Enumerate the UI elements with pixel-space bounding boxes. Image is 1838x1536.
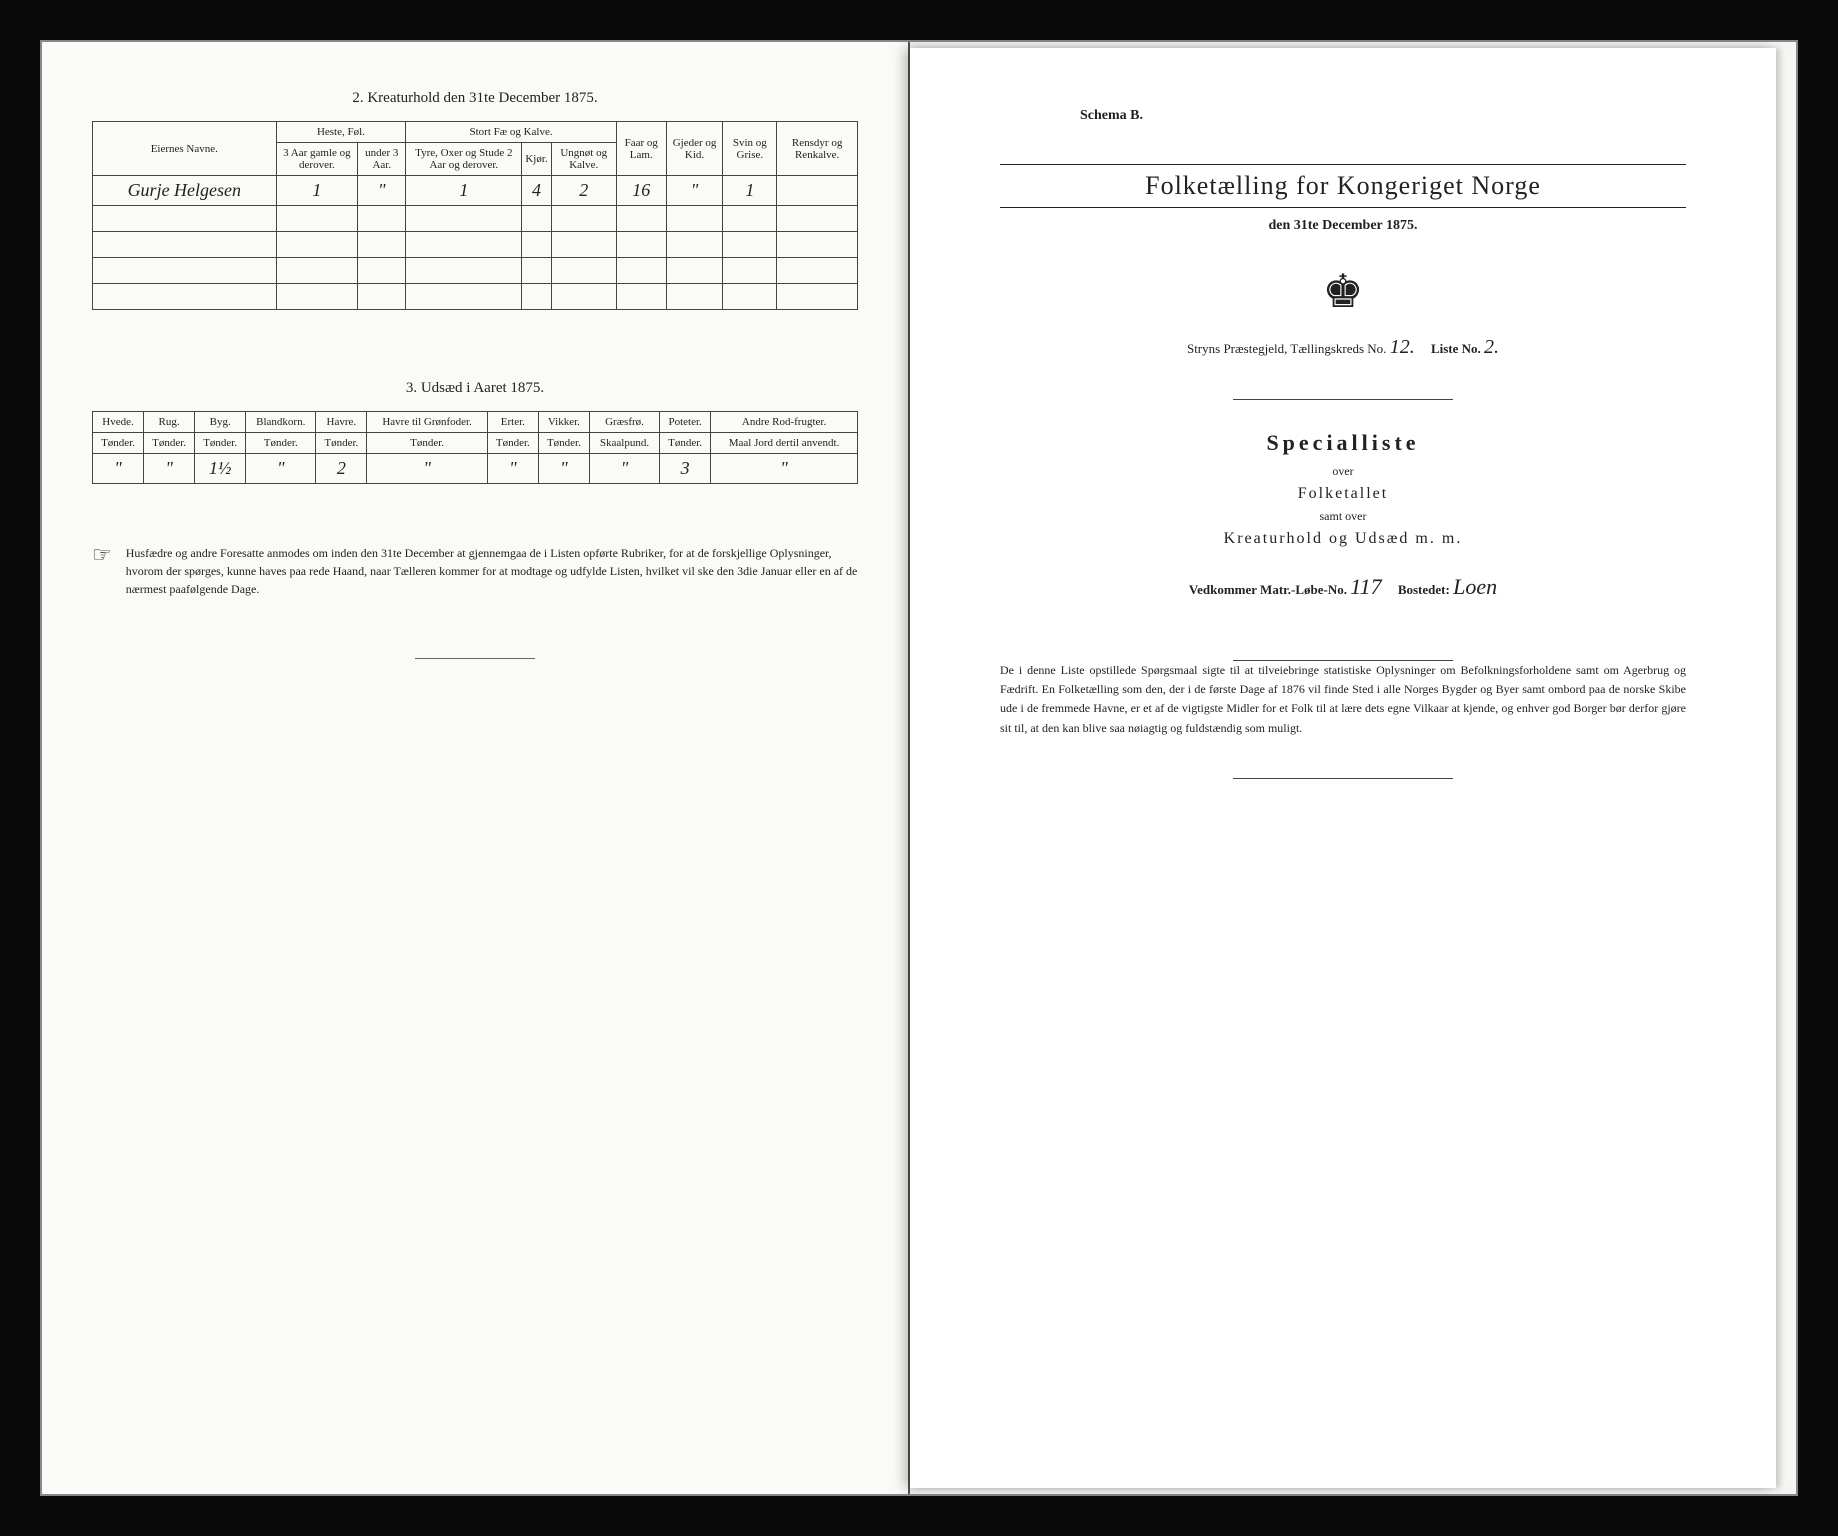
cell [777,176,858,206]
meta-line: Stryns Præstegjeld, Tællingskreds No. 12… [960,336,1726,359]
sub-c1: Tyre, Oxer og Stude 2 Aar og derover. [406,143,522,176]
cell: 2 [551,176,616,206]
unit: Tønder. [538,433,589,454]
table-row [93,284,858,310]
kreatur-label: Kreaturhold og Udsæd m. m. [960,530,1726,548]
cell: " [144,454,195,484]
col-goat: Gjeder og Kid. [666,122,723,176]
col: Andre Rod-frugter. [711,412,858,433]
divider [1233,778,1453,779]
sub-c2: Kjør. [522,143,551,176]
unit: Tønder. [660,433,711,454]
col: Byg. [195,412,246,433]
unit: Tønder. [195,433,246,454]
col-sheep: Faar og Lam. [616,122,666,176]
col: Hvede. [93,412,144,433]
unit: Tønder. [246,433,316,454]
cell: " [538,454,589,484]
cell: 2 [316,454,367,484]
cell: 16 [616,176,666,206]
bosted: Loen [1453,574,1497,599]
col: Vikker. [538,412,589,433]
meta-prefix: Stryns Præstegjeld, Tællingskreds No. [1187,341,1386,356]
coat-of-arms-icon: ♚ [960,264,1726,318]
meta-liste: 2. [1484,336,1499,358]
sub-c3: Ungnøt og Kalve. [551,143,616,176]
sub-h1: 3 Aar gamle og derover. [276,143,358,176]
section2-title: 2. Kreaturhold den 31te December 1875. [92,90,858,107]
cell: 1 [276,176,358,206]
col: Blandkorn. [246,412,316,433]
unit: Skaalpund. [589,433,659,454]
body-paragraph: De i denne Liste opstillede Spørgsmaal s… [1000,661,1686,738]
cell: " [666,176,723,206]
table-udsaed: Hvede. Rug. Byg. Blandkorn. Havre. Havre… [92,411,858,484]
unit: Tønder. [144,433,195,454]
cell: " [246,454,316,484]
unit: Tønder. [316,433,367,454]
table-row [93,232,858,258]
divider [415,658,535,659]
page-spread: 2. Kreaturhold den 31te December 1875. E… [42,42,1796,1494]
cell: " [589,454,659,484]
cell: 4 [522,176,551,206]
colgrp-cattle: Stort Fæ og Kalve. [406,122,617,143]
table-row: Gurje Helgesen 1 " 1 4 2 16 " 1 [93,176,858,206]
footnote-text: Husfædre og andre Foresatte anmodes om i… [126,544,858,598]
page-subtitle: den 31te December 1875. [960,218,1726,234]
unit: Tønder. [367,433,487,454]
table-row [93,258,858,284]
matr-label2: Bostedet: [1398,582,1450,597]
cell: " [367,454,487,484]
col: Erter. [487,412,538,433]
folketallet-label: Folketallet [960,485,1726,503]
cell: " [93,454,144,484]
cell: 3 [660,454,711,484]
sub-h2: under 3 Aar. [358,143,406,176]
schema-label: Schema B. [1080,108,1726,124]
table-kreaturhold: Eiernes Navne. Heste, Føl. Stort Fæ og K… [92,121,858,310]
cell: " [711,454,858,484]
cell: " [358,176,406,206]
page-title: Folketælling for Kongeriget Norge [1000,164,1686,208]
cell: 1 [723,176,777,206]
footnote: ☞ Husfædre og andre Foresatte anmodes om… [92,544,858,598]
right-page: Schema B. Folketælling for Kongeriget No… [910,48,1776,1488]
unit: Tønder. [93,433,144,454]
cell: " [487,454,538,484]
col-pig: Svin og Grise. [723,122,777,176]
col-owner: Eiernes Navne. [93,122,277,176]
table-row: Tønder. Tønder. Tønder. Tønder. Tønder. … [93,433,858,454]
table-row: Hvede. Rug. Byg. Blandkorn. Havre. Havre… [93,412,858,433]
meta-kreds: 12. [1390,336,1415,358]
cell: 1½ [195,454,246,484]
pointing-hand-icon: ☞ [92,544,112,598]
col: Poteter. [660,412,711,433]
colgrp-horse: Heste, Føl. [276,122,406,143]
cell-owner: Gurje Helgesen [93,176,277,206]
col: Rug. [144,412,195,433]
table-row: " " 1½ " 2 " " " " 3 " [93,454,858,484]
table-row [93,206,858,232]
cell: 1 [406,176,522,206]
unit: Maal Jord dertil anvendt. [711,433,858,454]
samt-label: samt over [960,509,1726,524]
divider [1233,399,1453,400]
specialliste-heading: Specialliste [960,430,1726,456]
col: Græsfrø. [589,412,659,433]
matr-line: Vedkommer Matr.-Løbe-No. 117 Bostedet: L… [960,574,1726,600]
scan-frame: 2. Kreaturhold den 31te December 1875. E… [40,40,1798,1496]
matr-no: 117 [1350,574,1381,599]
unit: Tønder. [487,433,538,454]
matr-label1: Vedkommer Matr.-Løbe-No. [1189,582,1347,597]
col-reindeer: Rensdyr og Renkalve. [777,122,858,176]
meta-liste-label: Liste No. [1431,341,1481,356]
over-label: over [960,464,1726,479]
left-page: 2. Kreaturhold den 31te December 1875. E… [42,42,910,1494]
section3-title: 3. Udsæd i Aaret 1875. [92,380,858,397]
col: Havre til Grønfoder. [367,412,487,433]
col: Havre. [316,412,367,433]
